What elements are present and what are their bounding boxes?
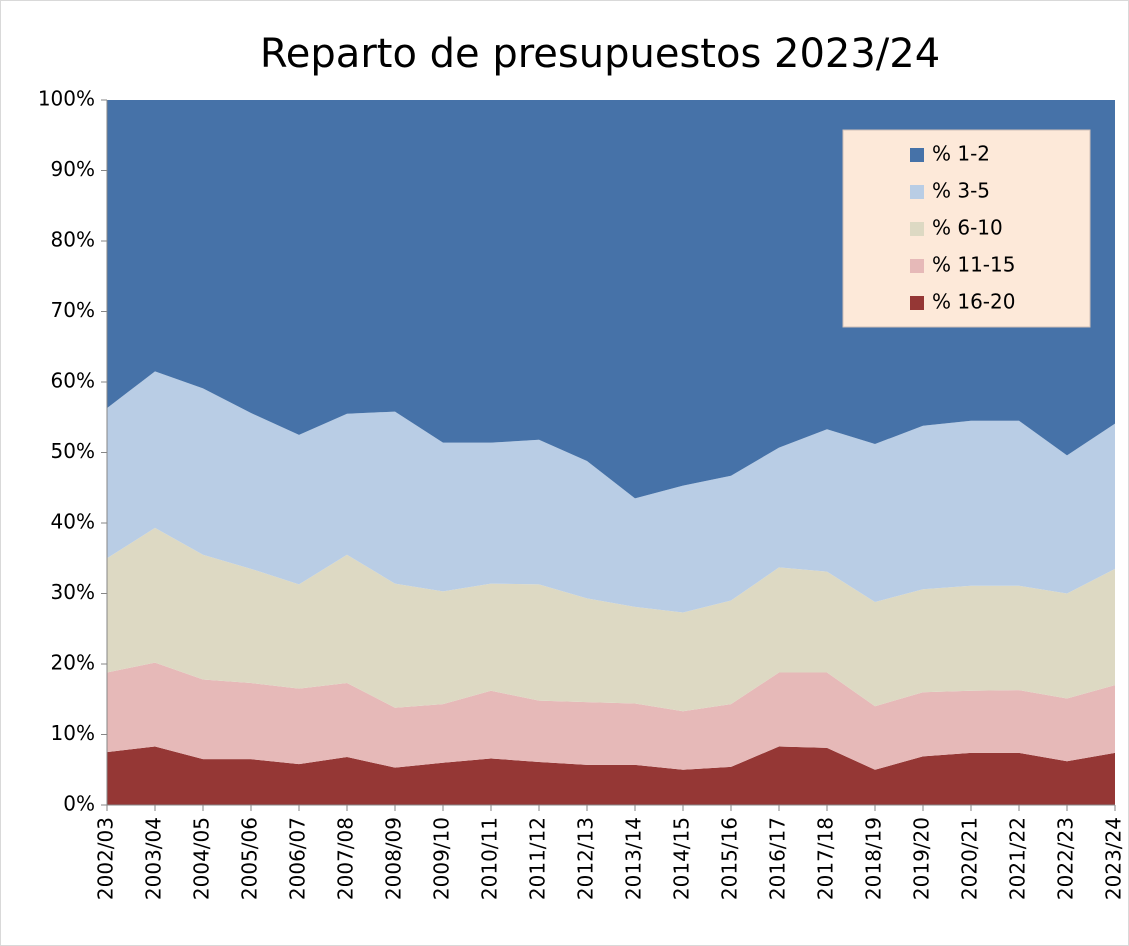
x-tick-label: 2003/04: [142, 817, 166, 900]
legend-label: % 1-2: [932, 142, 990, 166]
x-tick-label: 2010/11: [478, 817, 502, 900]
x-tick-label: 2013/14: [622, 817, 646, 900]
x-tick-label: 2004/05: [190, 817, 214, 900]
legend-label: % 3-5: [932, 179, 990, 203]
x-tick-label: 2018/19: [862, 817, 886, 900]
x-tick-label: 2014/15: [670, 817, 694, 900]
legend: % 1-2 % 3-5 % 6-10 % 11-15 % 16-20: [842, 129, 1091, 328]
area: [107, 746, 1115, 805]
chart-title: Reparto de presupuestos 2023/24: [260, 31, 940, 77]
area: [107, 662, 1115, 770]
legend-box: [842, 129, 1091, 328]
area: [107, 371, 1115, 613]
y-tick-label: 40%: [51, 510, 95, 534]
legend-label: % 6-10: [932, 216, 1003, 240]
y-tick-label: 100%: [38, 87, 95, 111]
legend-label: % 16-20: [932, 290, 1015, 314]
x-tick-label: 2005/06: [238, 817, 262, 900]
y-tick-label: 60%: [51, 369, 95, 393]
legend-swatch: [910, 222, 924, 236]
y-tick-label: 90%: [51, 157, 95, 181]
x-tick-label: 2022/23: [1054, 817, 1078, 900]
y-tick-label: 20%: [51, 651, 95, 675]
x-tick-label: 2002/03: [94, 817, 118, 900]
y-tick-label: 70%: [51, 298, 95, 322]
x-tick-label: 2006/07: [286, 817, 310, 900]
legend-swatch: [910, 148, 924, 162]
x-tick-label: 2007/08: [334, 817, 358, 900]
x-tick-label: 2021/22: [1006, 817, 1030, 900]
y-tick-label: 0%: [63, 792, 95, 816]
x-tick-label: 2020/21: [958, 817, 982, 900]
y-tick-label: 80%: [51, 228, 95, 252]
y-tick-label: 50%: [51, 439, 95, 463]
y-tick-label: 10%: [51, 721, 95, 745]
legend-label: % 11-15: [932, 253, 1015, 277]
x-tick-label: 2017/18: [814, 817, 838, 900]
x-tick-label: 2008/09: [382, 817, 406, 900]
x-tick-label: 2019/20: [910, 817, 934, 900]
x-tick-label: 2009/10: [430, 817, 454, 900]
x-tick-label: 2023/24: [1102, 817, 1126, 900]
legend-swatch: [910, 296, 924, 310]
legend-swatch: [910, 185, 924, 199]
y-tick-label: 30%: [51, 580, 95, 604]
x-tick-label: 2012/13: [574, 817, 598, 900]
area: [107, 527, 1115, 712]
x-tick-label: 2011/12: [526, 817, 550, 900]
x-tick-label: 2016/17: [766, 817, 790, 900]
legend-swatch: [910, 259, 924, 273]
x-tick-label: 2015/16: [718, 817, 742, 900]
